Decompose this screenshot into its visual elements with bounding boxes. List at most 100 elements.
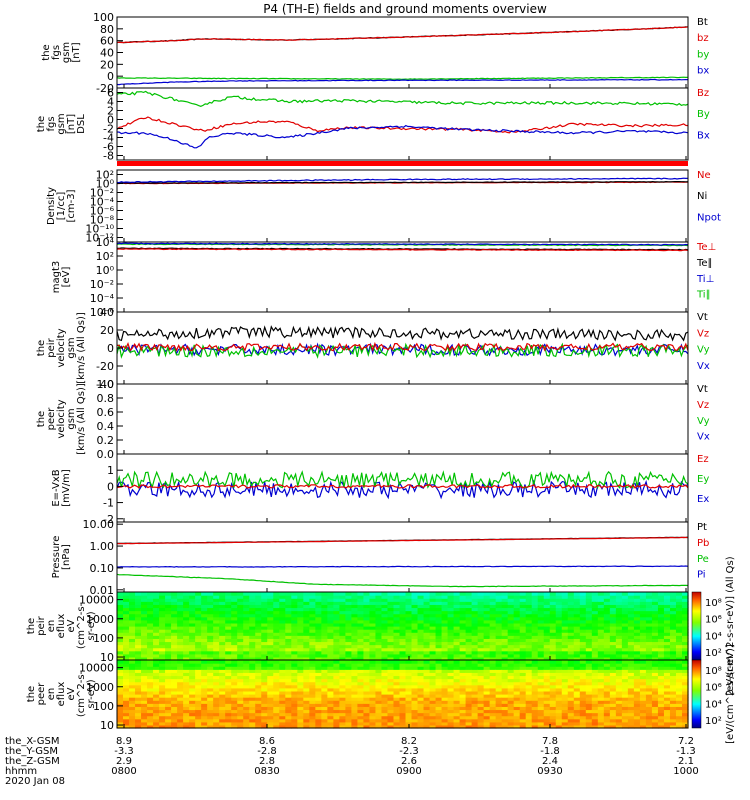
- spectrogram-cell: [465, 644, 473, 649]
- spectrogram-cell: [627, 712, 635, 717]
- spectrogram-cell: [201, 613, 208, 618]
- spectrogram-cell: [399, 635, 407, 639]
- y-axis-label: Pressure: [51, 536, 62, 579]
- y-tick-label: 10⁻⁸: [90, 214, 115, 227]
- spectrogram-cell: [177, 604, 184, 609]
- spectrogram-cell: [273, 656, 280, 661]
- spectrogram-cell: [657, 697, 665, 701]
- spectrogram-cell: [675, 703, 683, 707]
- spectrogram-cell: [453, 718, 461, 723]
- spectrogram-cell: [597, 687, 605, 692]
- spectrogram-cell: [615, 632, 623, 636]
- spectrogram-cell: [489, 622, 497, 627]
- spectrogram-cell: [453, 604, 461, 609]
- spectrogram-cell: [369, 694, 377, 698]
- y-axis-label: the: [36, 340, 47, 356]
- spectrogram-cell: [183, 598, 190, 602]
- spectrogram-cell: [165, 663, 172, 667]
- spectrogram-cell: [579, 595, 587, 599]
- y-tick-label: 40: [100, 47, 114, 60]
- spectrogram-cell: [117, 669, 124, 673]
- spectrogram-cell: [195, 656, 202, 661]
- spectrogram-cell: [531, 681, 539, 686]
- spectrogram-cell: [465, 721, 473, 726]
- spectrogram-cell: [411, 595, 419, 599]
- spectrogram-cell: [465, 663, 473, 667]
- spectrogram-cell: [255, 598, 262, 602]
- spectrogram-cell: [561, 706, 569, 711]
- spectrogram-cell: [363, 613, 371, 618]
- spectrogram-cell: [231, 675, 238, 680]
- spectrogram-cell: [321, 684, 328, 689]
- spectrogram-cell: [651, 706, 659, 711]
- spectrogram-cell: [591, 709, 599, 714]
- spectrogram-cell: [129, 647, 136, 652]
- spectrogram-cell: [129, 678, 136, 683]
- spectrogram-cell: [561, 703, 569, 707]
- spectrogram-cell: [561, 663, 569, 667]
- spectrogram-cell: [639, 601, 647, 605]
- spectrogram-cell: [621, 619, 629, 624]
- spectrogram-cell: [609, 663, 617, 667]
- spectrogram-cell: [303, 592, 310, 596]
- spectrogram-cell: [645, 694, 653, 698]
- spectrogram-cell: [261, 672, 268, 677]
- spectrogram-cell: [393, 678, 401, 683]
- spectrogram-cell: [531, 666, 539, 670]
- spectrogram-cell: [285, 650, 292, 655]
- spectrogram-cell: [501, 598, 509, 602]
- spectrogram-cell: [225, 675, 232, 680]
- spectrogram-cell: [663, 616, 671, 621]
- spectrogram-cell: [663, 656, 671, 661]
- spectrogram-cell: [459, 694, 467, 698]
- spectrogram-cell: [579, 592, 587, 596]
- spectrogram-cell: [435, 610, 443, 615]
- spectrogram-cell: [681, 666, 689, 670]
- spectrogram-cell: [417, 656, 425, 661]
- spectrogram-cell: [357, 715, 365, 720]
- spectrogram-cell: [213, 687, 220, 692]
- spectrogram-cell: [231, 616, 238, 621]
- spectrogram-cell: [465, 724, 473, 729]
- spectrogram-cell: [423, 610, 431, 615]
- spectrogram-cell: [585, 638, 593, 643]
- spectrogram-cell: [369, 622, 377, 627]
- spectrogram-cell: [675, 709, 683, 714]
- spectrogram-cell: [525, 700, 533, 704]
- spectrogram-cell: [129, 641, 136, 646]
- spectrogram-cell: [615, 712, 623, 717]
- spectrogram-cell: [657, 694, 665, 698]
- spectrogram-cell: [645, 641, 653, 646]
- spectrogram-cell: [183, 595, 190, 599]
- spectrogram-cell: [549, 681, 557, 686]
- spectrogram-cell: [645, 678, 653, 683]
- spectrogram-cell: [141, 626, 148, 630]
- spectrogram-cell: [519, 675, 527, 680]
- spectrogram-cell: [207, 666, 214, 670]
- spectrogram-cell: [471, 663, 479, 667]
- spectrogram-cell: [495, 653, 503, 658]
- spectrogram-cell: [303, 641, 310, 646]
- spectrogram-cell: [675, 653, 683, 658]
- spectrogram-cell: [627, 641, 635, 646]
- spectrogram-cell: [231, 638, 238, 643]
- spectrogram-cell: [441, 706, 449, 711]
- spectrogram-cell: [579, 647, 587, 652]
- spectrogram-cell: [339, 601, 346, 605]
- spectrogram-cell: [561, 684, 569, 689]
- spectrogram-cell: [525, 638, 533, 643]
- spectrogram-cell: [381, 613, 389, 618]
- spectrogram-cell: [543, 666, 551, 670]
- spectrogram-cell: [333, 632, 340, 636]
- spectrogram-cell: [417, 632, 425, 636]
- spectrogram-cell: [219, 619, 226, 624]
- spectrogram-cell: [591, 656, 599, 661]
- panel-frame: [116, 241, 689, 313]
- spectrogram-cell: [243, 721, 250, 726]
- spectrogram-cell: [645, 663, 653, 667]
- spectrogram-cell: [243, 598, 250, 602]
- spectrogram-cell: [141, 712, 148, 717]
- spectrogram-cell: [633, 598, 641, 602]
- y-axis-label: (cm^2-s-: [76, 670, 87, 717]
- spectrogram-cell: [387, 656, 395, 661]
